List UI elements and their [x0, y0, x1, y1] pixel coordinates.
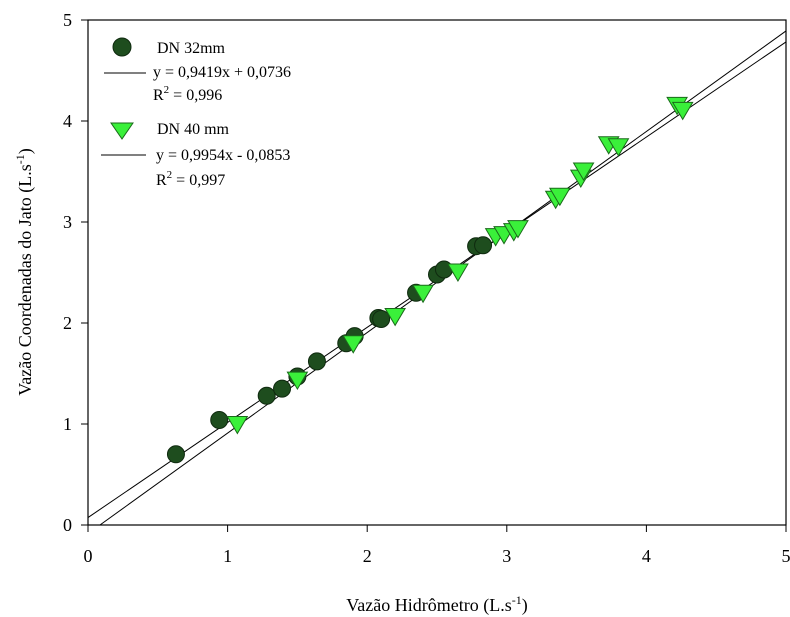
legend-equation-dn40: y = 0,9954x - 0,0853	[156, 147, 290, 164]
point-dn32	[307, 352, 326, 371]
x-tick-label: 0	[84, 546, 93, 566]
legend-label-dn40: DN 40 mm	[157, 121, 230, 138]
point-dn32	[210, 410, 229, 429]
point-dn40	[384, 307, 406, 327]
point-dn40	[548, 187, 571, 207]
legend-r2-dn40: R2 = 0,997	[156, 169, 225, 189]
point-dn40	[342, 335, 365, 354]
y-tick-label: 2	[63, 313, 72, 333]
point-dn32	[273, 379, 292, 398]
point-dn40	[607, 138, 630, 157]
axis-ticks: 0 1 2 3 4 5 0 1 2 3 4 5	[63, 10, 790, 566]
point-dn32	[474, 236, 493, 255]
x-tick-label: 4	[642, 546, 651, 566]
y-tick-label: 4	[63, 111, 72, 131]
point-dn40	[286, 371, 309, 391]
point-dn40	[412, 284, 434, 304]
x-tick-label: 1	[223, 546, 232, 566]
y-tick-label: 3	[63, 212, 72, 232]
y-tick-label: 5	[63, 10, 72, 30]
x-tick-label: 5	[782, 546, 790, 566]
legend-marker-dn40	[110, 122, 134, 140]
data-points	[166, 96, 694, 464]
legend-label-dn32: DN 32mm	[157, 40, 226, 57]
x-axis-label: Vazão Hidrômetro (L.s-1)	[346, 593, 527, 616]
plot-frame	[87, 19, 787, 526]
legend: DN 32mm y = 0,9419x + 0,0736 R2 = 0,996 …	[101, 37, 291, 189]
point-dn40	[572, 162, 595, 181]
y-tick-label: 1	[63, 414, 72, 434]
y-axis-label: Vazão Coordenadas do Jato (L.s-1)	[13, 148, 36, 395]
x-tick-label: 3	[502, 546, 511, 566]
point-dn32	[257, 386, 276, 405]
point-dn40	[507, 220, 529, 239]
point-dn32	[372, 309, 391, 328]
point-dn40	[671, 101, 694, 121]
legend-r2-dn32: R2 = 0,996	[153, 84, 222, 104]
point-dn40	[447, 263, 469, 282]
legend-equation-dn32: y = 0,9419x + 0,0736	[153, 64, 291, 81]
x-tick-label: 2	[363, 546, 372, 566]
legend-marker-dn32	[112, 37, 132, 57]
point-dn32	[166, 445, 185, 464]
point-dn40	[226, 416, 249, 435]
y-tick-label: 0	[63, 515, 72, 535]
